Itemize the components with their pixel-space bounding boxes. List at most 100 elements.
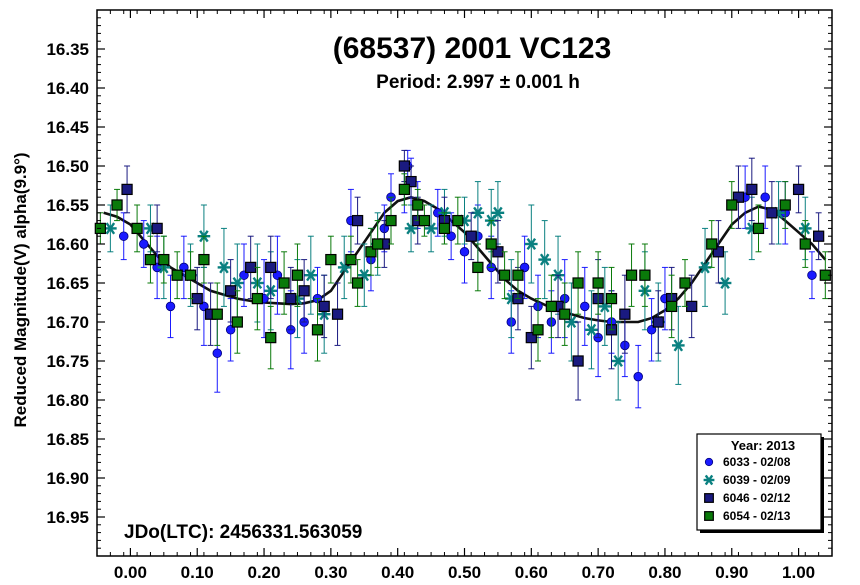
data-point xyxy=(405,175,417,188)
data-point xyxy=(325,253,337,266)
data-point xyxy=(652,316,664,328)
data-point xyxy=(633,371,643,382)
x-tick-label: 1.00 xyxy=(782,563,815,582)
legend-entry: 6054 - 02/13 xyxy=(723,509,791,523)
data-point xyxy=(184,269,197,281)
data-point xyxy=(779,199,791,211)
data-point xyxy=(191,292,203,305)
y-tick-label: 16.70 xyxy=(46,313,89,332)
data-point xyxy=(512,269,524,281)
data-point xyxy=(412,199,424,211)
legend-entry: 6033 - 02/08 xyxy=(723,455,791,469)
data-point xyxy=(111,199,123,211)
data-point xyxy=(151,222,163,235)
data-point xyxy=(686,300,698,313)
data-point xyxy=(799,238,811,250)
data-point xyxy=(792,183,805,196)
data-point xyxy=(438,222,451,235)
data-point xyxy=(498,269,511,281)
data-point xyxy=(611,354,625,368)
chart-subtitle: Period: 2.997 ± 0.001 h xyxy=(376,72,580,93)
y-tick-label: 16.75 xyxy=(46,352,89,371)
data-point xyxy=(807,270,817,280)
data-point xyxy=(491,206,505,219)
data-point xyxy=(158,253,170,266)
data-point xyxy=(672,339,685,352)
y-tick-label: 16.95 xyxy=(46,508,89,527)
data-point xyxy=(171,269,183,281)
data-point xyxy=(331,308,344,320)
data-point xyxy=(345,253,357,266)
x-tick-label: 0.20 xyxy=(247,563,280,582)
data-point xyxy=(525,237,538,251)
y-tick-label: 16.80 xyxy=(46,391,89,410)
x-tick-label: 0.00 xyxy=(114,563,147,582)
data-point xyxy=(746,183,758,196)
data-point xyxy=(538,253,551,266)
data-point xyxy=(572,277,584,289)
data-point xyxy=(592,277,604,289)
data-point xyxy=(472,261,484,274)
data-point xyxy=(224,285,237,297)
data-point xyxy=(285,292,297,305)
data-point xyxy=(398,183,411,196)
x-tick-label: 0.50 xyxy=(448,563,481,582)
data-point xyxy=(121,183,133,196)
legend-entry: 6046 - 02/12 xyxy=(723,491,791,505)
data-point xyxy=(766,207,778,219)
data-point xyxy=(706,238,718,250)
legend-title: Year: 2013 xyxy=(731,438,795,453)
data-point xyxy=(559,308,571,320)
data-point xyxy=(245,261,257,274)
data-point xyxy=(165,301,176,312)
data-point xyxy=(212,348,223,358)
legend-marker xyxy=(703,474,715,486)
data-point xyxy=(118,231,129,241)
data-point xyxy=(265,261,277,274)
data-point xyxy=(525,331,537,344)
data-point xyxy=(198,253,210,266)
data-point xyxy=(665,300,678,313)
legend-marker xyxy=(704,511,714,521)
x-tick-label: 0.70 xyxy=(582,563,615,582)
jdo-annotation: JDo(LTC): 2456331.563059 xyxy=(124,522,362,543)
data-point xyxy=(291,269,304,281)
y-tick-label: 16.45 xyxy=(46,118,89,137)
data-point xyxy=(580,301,590,312)
data-point xyxy=(732,191,745,203)
data-point xyxy=(131,222,143,235)
data-point xyxy=(619,308,631,320)
x-tick-label: 0.90 xyxy=(715,563,748,582)
legend-entry: 6039 - 02/09 xyxy=(723,473,791,487)
y-tick-label: 16.60 xyxy=(46,235,89,254)
data-point xyxy=(679,277,691,289)
data-point xyxy=(452,214,464,227)
x-tick-label: 0.80 xyxy=(648,563,681,582)
data-point xyxy=(304,269,318,282)
data-point xyxy=(144,253,157,266)
y-tick-label: 16.55 xyxy=(46,196,89,215)
data-point xyxy=(351,214,364,227)
data-point xyxy=(385,214,397,227)
y-tick-label: 16.90 xyxy=(46,469,89,488)
x-tick-label: 0.10 xyxy=(181,563,214,582)
data-point xyxy=(265,331,277,344)
y-tick-label: 16.35 xyxy=(46,40,89,59)
data-point xyxy=(726,199,738,211)
data-point xyxy=(371,238,384,250)
data-point xyxy=(485,238,497,250)
legend-marker xyxy=(704,493,714,503)
data-point xyxy=(365,246,377,258)
y-tick-label: 16.50 xyxy=(46,157,89,176)
data-point xyxy=(351,277,364,289)
data-point xyxy=(139,239,149,249)
data-point xyxy=(311,324,324,336)
legend-box xyxy=(696,433,822,531)
data-point xyxy=(752,222,765,235)
data-point xyxy=(760,192,770,202)
data-point xyxy=(625,269,638,281)
data-point xyxy=(231,316,243,328)
data-point xyxy=(812,230,825,242)
data-point xyxy=(211,308,223,320)
data-point xyxy=(104,222,117,235)
